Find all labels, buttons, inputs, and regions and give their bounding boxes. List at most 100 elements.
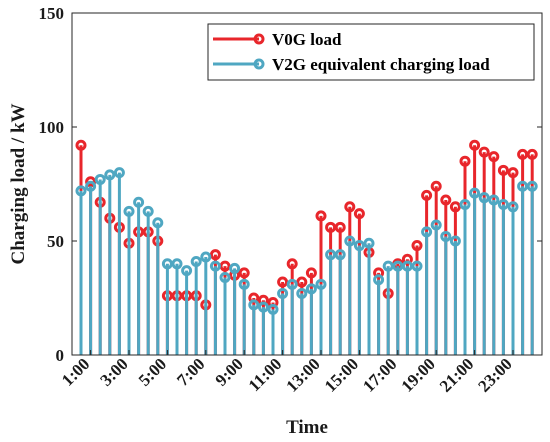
stem-marker — [123, 205, 135, 217]
x-tick-label: 21:00 — [436, 354, 477, 395]
legend: V0G load V2G equivalent charging load — [207, 23, 535, 81]
x-tick-label: 23:00 — [474, 354, 515, 395]
stem-marker — [440, 230, 452, 242]
stem-marker — [85, 176, 97, 188]
stem-marker — [133, 196, 145, 208]
stem-marker — [161, 258, 173, 270]
stem-marker — [526, 148, 538, 160]
stem-marker — [152, 217, 164, 229]
stem-marker — [142, 205, 154, 217]
stem-marker — [430, 180, 442, 192]
stem-marker — [469, 139, 481, 151]
stem-marker — [75, 185, 87, 197]
chart-marks — [75, 139, 538, 355]
y-tick-label: 50 — [47, 232, 64, 251]
stem-marker — [75, 139, 87, 151]
stem-marker — [334, 221, 346, 233]
stem-marker — [392, 260, 404, 272]
stem-marker — [459, 155, 471, 167]
stem-marker — [517, 148, 529, 160]
stem-marker — [267, 303, 279, 315]
x-tick-label: 13:00 — [282, 354, 323, 395]
stem-marker — [248, 299, 260, 311]
stem-marker — [421, 226, 433, 238]
stem-marker — [344, 201, 356, 213]
stem-marker — [440, 194, 452, 206]
stem-marker — [305, 267, 317, 279]
y-tick-label: 100 — [39, 118, 65, 137]
stem-marker — [200, 251, 212, 263]
stem-marker — [401, 260, 413, 272]
x-tick-label: 11:00 — [245, 354, 286, 395]
stem-marker — [449, 235, 461, 247]
stem-marker — [411, 240, 423, 252]
stem-marker — [219, 260, 231, 272]
stem-marker — [353, 240, 365, 252]
stem-marker — [517, 180, 529, 192]
x-axis-title: Time — [286, 417, 328, 438]
stem-marker — [257, 301, 269, 313]
stem-marker — [219, 271, 231, 283]
stem-marker — [171, 258, 183, 270]
stem-marker — [325, 249, 337, 261]
stem-marker — [334, 249, 346, 261]
x-tick-label: 9:00 — [212, 354, 247, 389]
stem-marker — [469, 187, 481, 199]
stem-marker — [113, 167, 125, 179]
plot-frame — [71, 12, 543, 356]
legend-marker-v2g — [253, 58, 265, 70]
stem-marker — [94, 173, 106, 185]
legend-label-v2g: V2G equivalent charging load — [272, 55, 490, 74]
stem-marker — [190, 256, 202, 268]
x-tick-label: 15:00 — [321, 354, 362, 395]
x-axis: 1:00 3:00 5:00 7:00 9:0011:0013:0015:0017:00… — [58, 350, 516, 396]
stem-marker — [181, 265, 193, 277]
stem-marker — [344, 235, 356, 247]
stem-marker — [238, 278, 250, 290]
stem-marker — [411, 260, 423, 272]
stem-marker — [238, 267, 250, 279]
stem-marker — [478, 192, 490, 204]
stem-marker — [286, 258, 298, 270]
stem-marker — [488, 151, 500, 163]
stem-marker — [497, 164, 509, 176]
stem-marker — [229, 262, 241, 274]
stem-marker — [382, 260, 394, 272]
x-tick-label: 7:00 — [173, 354, 208, 389]
stem-marker — [459, 199, 471, 211]
stem-marker — [315, 278, 327, 290]
x-tick-label: 17:00 — [359, 354, 400, 395]
series-v2g — [75, 167, 538, 355]
stem-marker — [325, 221, 337, 233]
stem-marker — [497, 199, 509, 211]
stem-marker — [373, 274, 385, 286]
stem-marker — [526, 180, 538, 192]
stem-marker — [353, 208, 365, 220]
stem-marker — [209, 260, 221, 272]
stem-marker — [363, 237, 375, 249]
y-tick-label: 0 — [56, 346, 65, 365]
stem-marker — [488, 194, 500, 206]
stem-marker — [478, 146, 490, 158]
legend-marker-v0g — [253, 33, 265, 45]
stem-marker — [449, 201, 461, 213]
stem-marker — [104, 169, 116, 181]
legend-box — [207, 23, 535, 81]
stem-marker — [277, 276, 289, 288]
stem-marker — [296, 287, 308, 299]
stem-marker — [296, 276, 308, 288]
stem-marker — [315, 210, 327, 222]
series-v0g — [75, 139, 538, 355]
x-tick-label: 19:00 — [398, 354, 439, 395]
legend-item-v2g: V2G equivalent charging load — [213, 55, 490, 74]
stem-marker — [507, 167, 519, 179]
stem-marker — [277, 287, 289, 299]
stem-marker — [421, 189, 433, 201]
stem-marker — [507, 201, 519, 213]
x-tick-label: 3:00 — [96, 354, 131, 389]
legend-label-v0g: V0G load — [272, 30, 342, 49]
legend-item-v0g: V0G load — [213, 30, 342, 49]
x-tick-label: 5:00 — [135, 354, 170, 389]
y-axis: 0 50 100 150 — [39, 4, 542, 365]
